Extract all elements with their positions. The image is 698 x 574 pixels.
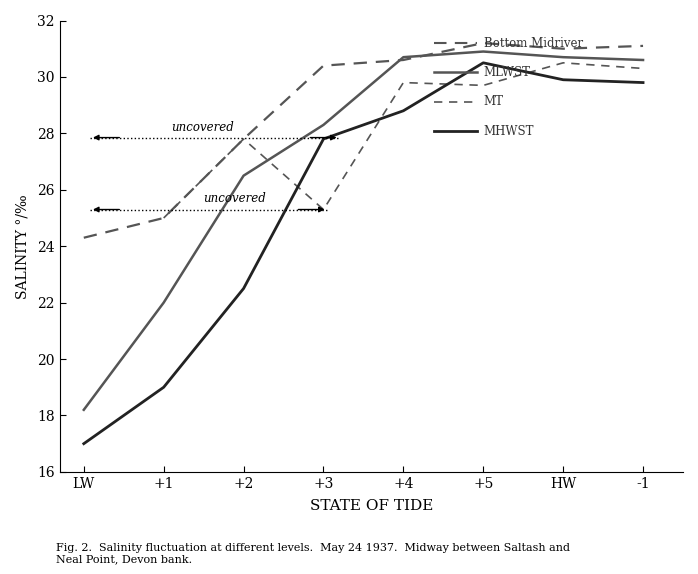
X-axis label: STATE OF TIDE: STATE OF TIDE — [310, 499, 433, 513]
Text: MHWST: MHWST — [484, 125, 534, 138]
Text: Bottom Midriver: Bottom Midriver — [484, 37, 583, 49]
Text: MT: MT — [484, 95, 503, 108]
Text: uncovered: uncovered — [172, 121, 235, 134]
Y-axis label: SALINITY °/‰: SALINITY °/‰ — [15, 194, 29, 298]
Text: Fig. 2.  Salinity fluctuation at different levels.  May 24 1937.  Midway between: Fig. 2. Salinity fluctuation at differen… — [56, 543, 570, 564]
Text: MLWST: MLWST — [484, 66, 530, 79]
Text: uncovered: uncovered — [204, 192, 267, 205]
